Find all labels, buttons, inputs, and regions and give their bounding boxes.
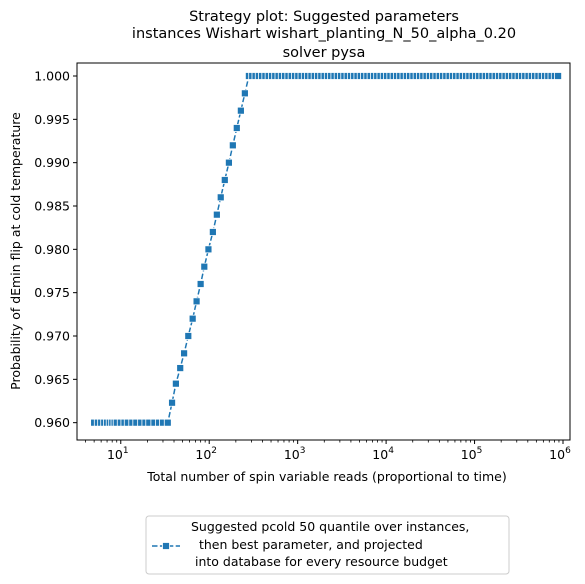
x-tick-label: 102 [195,446,217,462]
chart-title: Strategy plot: Suggested parameters inst… [132,9,516,61]
data-point [168,398,176,407]
legend-frame [145,515,510,575]
series-line [90,72,562,427]
data-point [212,210,221,219]
data-point [216,193,225,202]
x-axis: 101 102 103 104 105 106 [85,440,571,462]
plot-area [76,62,571,441]
x-tick-label: 101 [107,446,129,462]
data-point [200,262,209,271]
legend: Suggested pcold 50 quantile over instanc… [145,515,510,575]
y-tick-label: 0.990 [34,155,70,170]
data-point [188,314,197,323]
x-tick-label: 103 [284,446,306,462]
x-axis-label: Total number of spin variable reads (pro… [146,469,507,484]
title-line-2: instances Wishart wishart_planting_N_50_… [132,26,516,42]
x-tick-label: 104 [372,446,394,462]
y-tick-label: 0.985 [34,199,70,214]
legend-entry-line-3: into database for every resource budget [191,554,448,569]
title-line-1: Strategy plot: Suggested parameters [189,9,459,25]
x-tick-label: 106 [549,446,571,462]
data-point [176,364,185,372]
title-line-3: solver pysa [283,45,366,61]
data-point [232,124,241,132]
y-tick-label: 0.960 [34,415,70,430]
y-tick-label: 0.995 [34,112,70,127]
legend-entry-line-1: Suggested pcold 50 quantile over instanc… [191,519,469,534]
y-tick-label: 0.965 [34,372,70,387]
data-point [163,418,172,427]
data-point [208,228,217,236]
data-point [220,176,229,184]
data-point [196,280,205,288]
data-point [184,332,193,340]
y-tick-label: 0.970 [34,329,70,344]
x-tick-label: 105 [461,446,483,462]
y-tick-label: 0.980 [34,242,70,257]
data-point [240,89,249,98]
data-point [180,349,188,358]
legend-marker-sample [162,542,170,550]
data-point [192,297,201,306]
data-point [228,141,237,150]
data-point [171,379,180,388]
data-point [554,72,562,80]
legend-entry-line-2: then best parameter, and projected [191,537,423,552]
data-point [204,245,213,254]
series-path [94,75,559,424]
data-point [225,158,233,167]
data-point [236,106,245,115]
y-tick-label: 0.975 [34,285,70,300]
y-tick-label: 1.000 [34,69,70,84]
y-axis-label: Probability of dEmin flip at cold temper… [8,112,23,390]
y-axis: 0.960 0.965 0.970 0.975 0.980 0.985 0.990 0.995… [34,69,77,430]
